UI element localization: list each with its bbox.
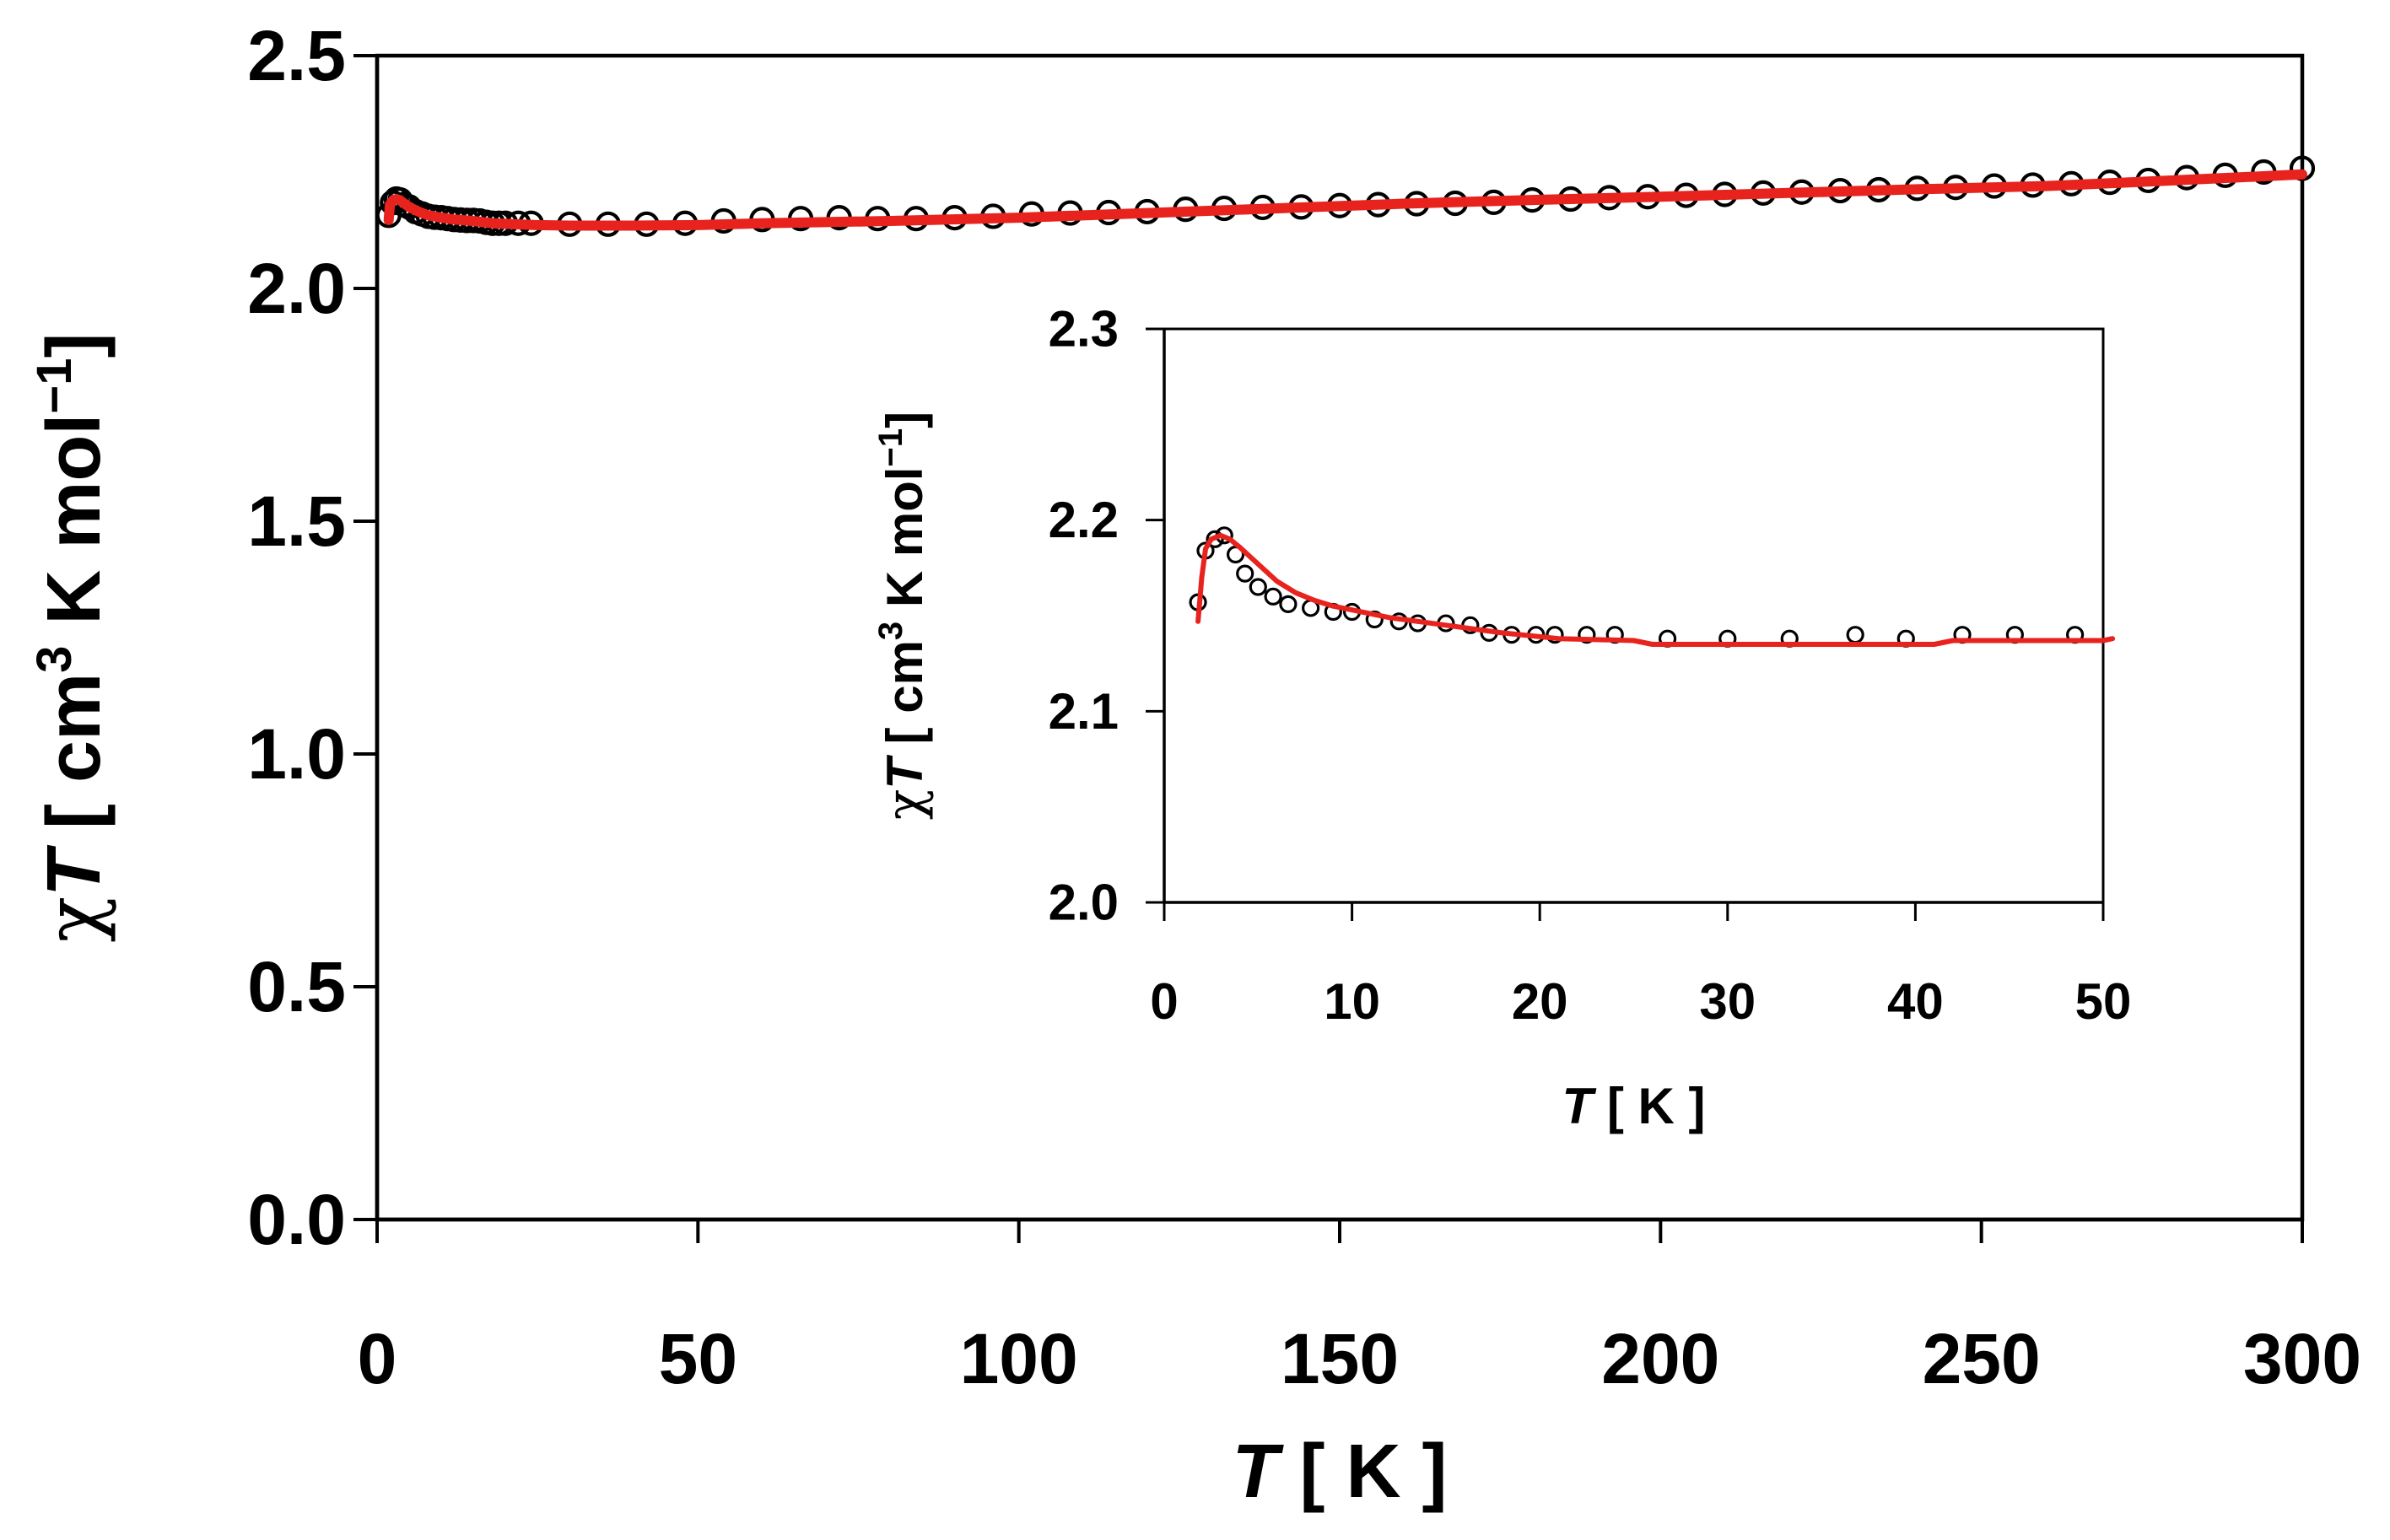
inset-x-tick-label: 0 (1150, 973, 1178, 1030)
main-fit-line (383, 169, 2307, 231)
inset-y-axis-title: χT [ cm3 K mol−1] (872, 412, 935, 820)
inset-y-axis-title-sup1: 3 (872, 622, 909, 640)
main-y-tick-label: 2.0 (247, 249, 346, 328)
main-x-axis-title-unit: [ K ] (1279, 1430, 1448, 1514)
inset-fit-line (1195, 532, 2116, 647)
main-x-tick-label: 250 (1923, 1319, 2041, 1398)
main-y-tick-label: 1.0 (247, 714, 346, 794)
inset-y-tick-label: 2.0 (1049, 875, 1119, 931)
main-y-axis-title-mid: K mol (32, 414, 116, 646)
main-x-axis-title: T [ K ] (1233, 1430, 1448, 1514)
main-x-tick-label: 150 (1281, 1319, 1399, 1398)
inset-y-axis-title-chi: χ (876, 789, 935, 820)
inset-data-point (1578, 626, 1596, 644)
inset-y-tick-label: 2.1 (1049, 683, 1119, 740)
main-y-axis-title-chi: χ (30, 897, 118, 943)
inset-data-point (1236, 564, 1254, 583)
inset-x-tick-label: 50 (2075, 973, 2132, 1030)
inset-y-axis-title-mid: K mol (877, 466, 933, 621)
main-y-tick-label: 2.5 (247, 16, 346, 95)
inset-y-tick-label: 2.3 (1049, 301, 1119, 358)
inset-x-tick-label: 40 (1887, 973, 1944, 1030)
main-x-tick-label: 200 (1601, 1319, 1719, 1398)
main-x-tick-label: 0 (358, 1319, 397, 1398)
inset-data-point (1365, 610, 1384, 629)
inset-y-axis-title-sup2: −1 (872, 428, 909, 467)
inset-chart-group: 0 10 20 30 40 502.02.12.22.3T [ K ]χT [ cm3 K… (872, 301, 2131, 1135)
inset-x-tick-label: 20 (1512, 973, 1568, 1030)
main-y-axis-title-sup1: 3 (27, 646, 82, 673)
inset-data-point (1546, 626, 1564, 644)
inset-plot-frame (1163, 327, 2105, 904)
main-x-tick-label: 100 (960, 1319, 1078, 1398)
inset-y-tick-label: 2.2 (1049, 492, 1119, 548)
inset-x-axis-title-symbol: T (1562, 1078, 1597, 1134)
inset-x-tick-label: 30 (1699, 973, 1756, 1030)
inset-x-tick-label: 10 (1324, 973, 1380, 1030)
main-y-axis-title-end: ] (32, 333, 116, 358)
inset-y-axis-title-unit: [ cm (877, 640, 933, 758)
main-y-axis-title-unit: [ cm (32, 673, 116, 850)
main-y-axis-title-symbol: T (32, 844, 116, 897)
inset-y-axis-title-symbol: T (877, 755, 933, 789)
inset-data-point (1206, 530, 1224, 548)
main-y-axis-title-sup2: −1 (27, 358, 82, 413)
main-y-axis-title: χT [ cm3 K mol−1] (27, 333, 118, 943)
inset-x-axis-title-unit: [ K ] (1593, 1078, 1705, 1134)
main-y-tick-label: 0.0 (247, 1180, 346, 1259)
inset-data-point (1249, 578, 1267, 596)
main-y-tick-label: 0.5 (247, 947, 346, 1026)
main-x-tick-label: 50 (659, 1319, 737, 1398)
main-y-tick-label: 1.5 (247, 482, 346, 561)
main-x-axis-title-symbol: T (1233, 1430, 1285, 1514)
inset-data-point (1279, 595, 1298, 614)
inset-x-axis-title: T [ K ] (1562, 1078, 1706, 1134)
inset-y-axis-title-end: ] (877, 412, 933, 428)
main-x-tick-label: 300 (2243, 1319, 2361, 1398)
inset-data-point (1264, 587, 1282, 606)
